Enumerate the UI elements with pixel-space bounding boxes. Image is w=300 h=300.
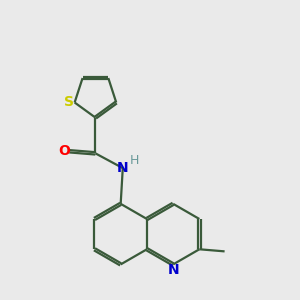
Text: N: N xyxy=(167,263,179,277)
Text: O: O xyxy=(58,144,70,158)
Text: S: S xyxy=(64,95,74,110)
Text: H: H xyxy=(130,154,139,167)
Text: N: N xyxy=(117,161,129,175)
